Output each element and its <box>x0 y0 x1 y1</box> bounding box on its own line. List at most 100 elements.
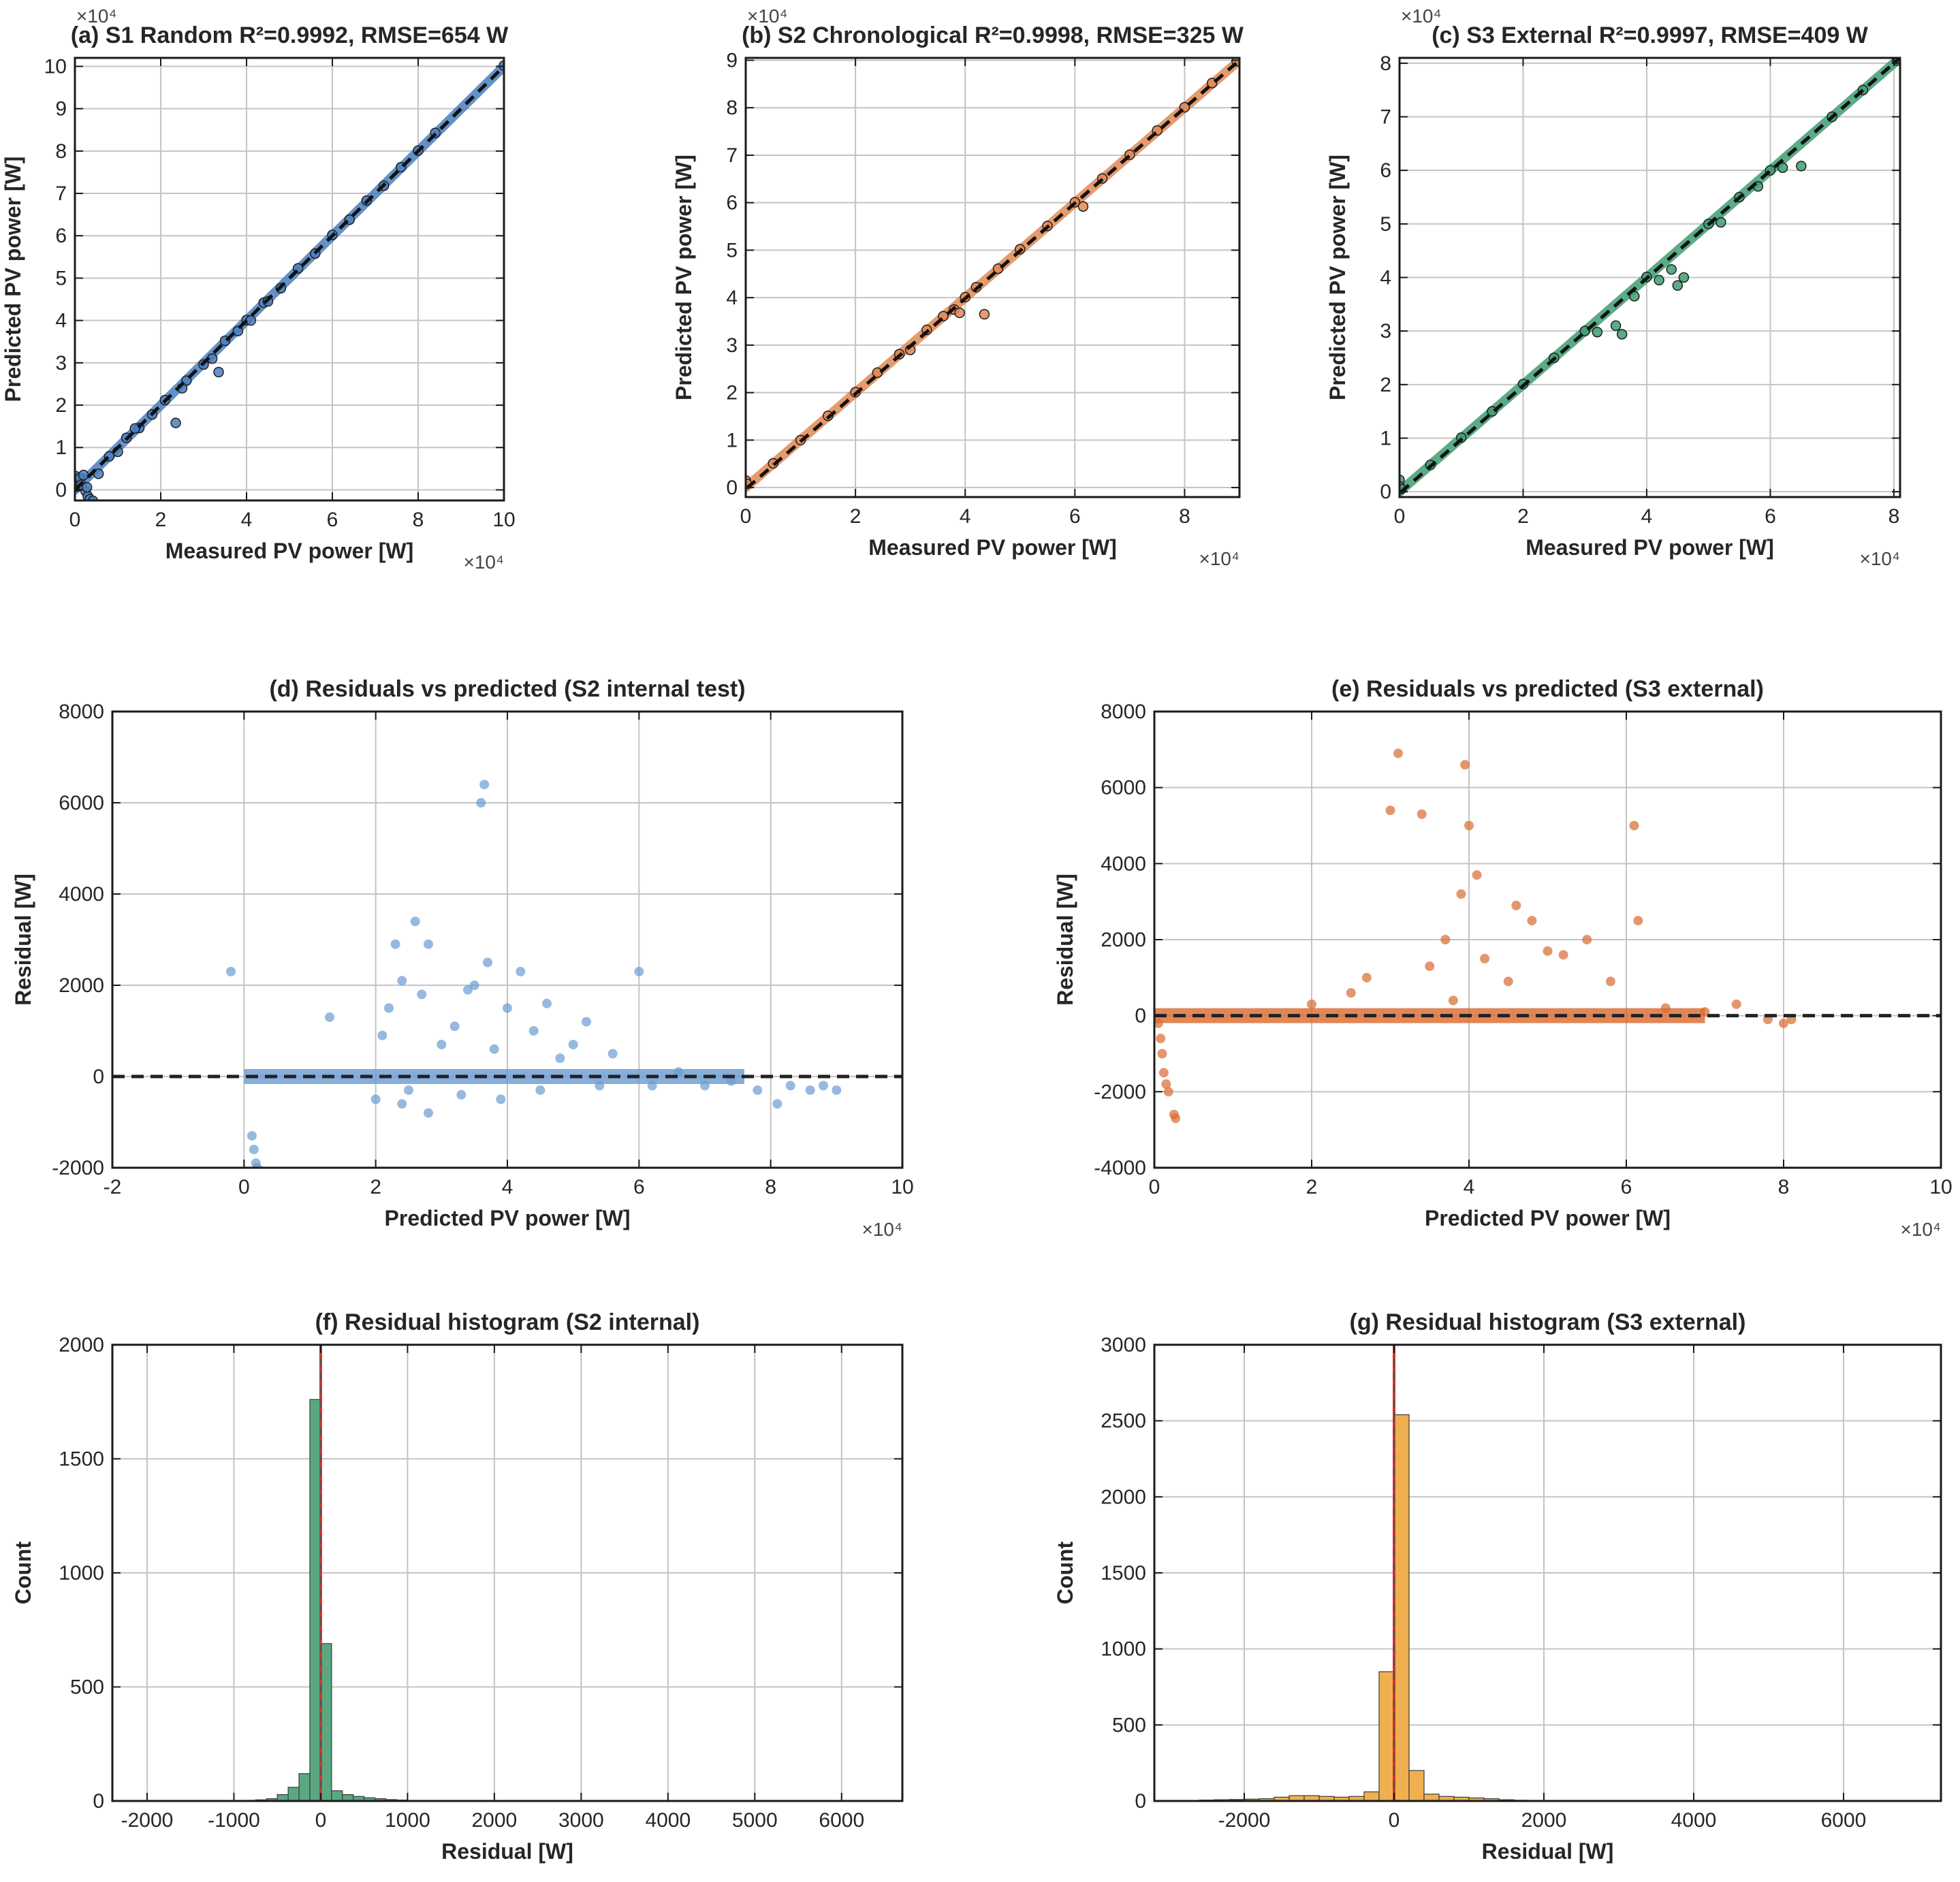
x-tick-label: 0 <box>238 1176 250 1198</box>
data-point <box>390 939 400 949</box>
y-multiplier: ×10⁴ <box>747 5 788 27</box>
data-point <box>87 495 99 500</box>
data-point <box>772 1099 783 1109</box>
x-tick-label: 4000 <box>645 1809 691 1832</box>
y-tick-label: 2 <box>55 394 67 417</box>
x-tick-label: 6000 <box>1821 1809 1867 1832</box>
data-point <box>979 308 990 320</box>
data-point <box>1385 806 1395 816</box>
data-point <box>1156 1034 1166 1044</box>
y-tick-label: 2 <box>726 382 738 404</box>
data-point <box>170 417 181 428</box>
data-point <box>954 307 965 319</box>
data-layer <box>112 780 902 1168</box>
data-point <box>819 1081 828 1091</box>
y-axis-label: Predicted PV power [W] <box>1325 155 1350 400</box>
data-point <box>483 957 492 968</box>
y-tick-label: 7 <box>726 144 738 167</box>
data-point <box>1077 201 1089 212</box>
data-point <box>832 1085 842 1096</box>
data-point <box>437 1040 447 1050</box>
y-tick-label: 8 <box>726 97 738 119</box>
data-layer <box>1154 748 1941 1123</box>
histogram-bar <box>1423 1793 1440 1801</box>
y-axis-label: Count <box>1053 1541 1077 1604</box>
x-tick-label: 4 <box>1464 1176 1475 1198</box>
x-tick-label: 8 <box>1778 1176 1790 1198</box>
data-point <box>535 1085 546 1096</box>
chart-title: (a) S1 Random R²=0.9992, RMSE=654 W <box>71 22 509 48</box>
y-tick-label: 0 <box>93 1066 104 1088</box>
y-tick-label: 3 <box>1380 320 1391 342</box>
data-point <box>252 1163 262 1168</box>
y-tick-label: 500 <box>1112 1714 1146 1736</box>
chart-title: (c) S3 External R²=0.9997, RMSE=409 W <box>1432 22 1869 48</box>
y-tick-label: 4 <box>55 310 67 332</box>
x-tick-label: 8 <box>1888 505 1900 528</box>
x-tick-label: 10 <box>1929 1176 1952 1198</box>
data-point <box>1440 935 1451 944</box>
y-axis-label: Predicted PV power [W] <box>671 155 696 400</box>
histogram-bar <box>331 1790 343 1801</box>
data-layer <box>1400 58 1900 497</box>
data-point <box>469 980 479 990</box>
data-point <box>634 966 644 976</box>
y-tick-label: 0 <box>726 477 738 499</box>
data-point <box>516 966 526 976</box>
x-tick-label: 6 <box>1765 505 1776 528</box>
x-tick-label: 0 <box>69 509 81 531</box>
data-point <box>245 315 257 326</box>
data-point <box>595 1081 605 1091</box>
x-axis-label: Residual [W] <box>1482 1839 1614 1864</box>
chart-d: -2 0 2 4 6 8 10 -2000 0 2000 4000 6000 8000 (d) Resid… <box>11 676 914 1240</box>
data-point <box>1558 950 1568 960</box>
y-tick-label: 6 <box>726 192 738 214</box>
y-tick-label: 6000 <box>1101 777 1146 799</box>
x-tick-label: -2000 <box>121 1809 174 1832</box>
y-multiplier: ×10⁴ <box>76 5 117 27</box>
x-axis-label: Predicted PV power [W] <box>1425 1206 1671 1230</box>
histogram-bar <box>1363 1791 1380 1801</box>
data-point <box>1796 161 1807 172</box>
data-point <box>249 1145 259 1155</box>
y-tick-label: 7 <box>1380 106 1391 129</box>
chart-title: (b) S2 Chronological R²=0.9998, RMSE=325… <box>742 22 1244 48</box>
data-point <box>1393 748 1404 759</box>
data-point <box>568 1040 578 1050</box>
data-point <box>1582 935 1592 944</box>
y-tick-label: 3 <box>726 334 738 357</box>
y-tick-label: 3000 <box>1101 1334 1146 1356</box>
y-axis-label: Residual [W] <box>11 874 35 1006</box>
x-multiplier: ×10⁴ <box>862 1219 902 1240</box>
x-tick-label: 4000 <box>1671 1809 1717 1832</box>
data-point <box>397 976 407 986</box>
data-point <box>555 1053 565 1064</box>
x-multiplier: ×10⁴ <box>1199 548 1239 569</box>
y-tick-label: 0 <box>1135 1005 1146 1027</box>
x-tick-label: 8 <box>1179 505 1190 528</box>
axes-box <box>74 57 505 502</box>
y-tick-label: 0 <box>1380 481 1391 503</box>
y-tick-label: 500 <box>70 1676 104 1699</box>
x-tick-label: 6 <box>1069 505 1081 528</box>
x-axis-label: Measured PV power [W] <box>1526 535 1774 560</box>
chart-title: (e) Residuals vs predicted (S3 external) <box>1331 676 1764 702</box>
y-tick-label: 0 <box>93 1790 104 1813</box>
data-point <box>213 366 224 378</box>
y-tick-label: 4000 <box>1101 852 1146 875</box>
x-tick-label: 0 <box>1389 1809 1400 1832</box>
y-tick-label: 7 <box>55 182 67 205</box>
x-tick-label: 8 <box>413 509 424 531</box>
chart-title: (f) Residual histogram (S2 internal) <box>315 1309 700 1335</box>
data-point <box>424 939 433 949</box>
x-tick-label: 3000 <box>558 1809 604 1832</box>
data-point <box>1616 329 1628 340</box>
data-point <box>1456 889 1466 899</box>
data-point <box>424 1108 433 1118</box>
identity-line <box>1400 58 1900 496</box>
data-point <box>1480 953 1490 963</box>
y-tick-label: 1500 <box>1101 1562 1146 1584</box>
y-tick-label: 1000 <box>59 1562 104 1584</box>
y-axis-label: Predicted PV power [W] <box>1 157 25 402</box>
data-point <box>370 1094 381 1104</box>
